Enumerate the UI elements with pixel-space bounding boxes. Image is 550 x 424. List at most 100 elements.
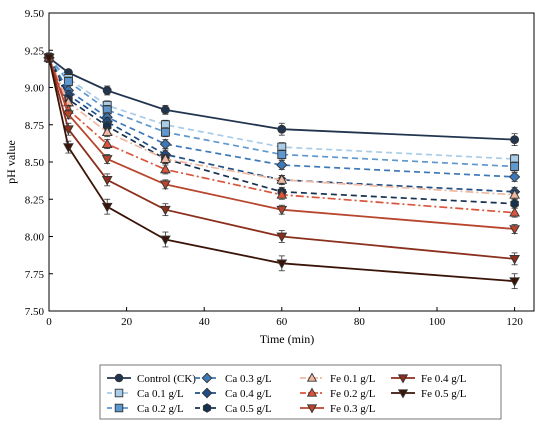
legend-label: Fe 0.1 g/L xyxy=(330,373,376,385)
x-tick-label: 0 xyxy=(46,316,52,328)
legend-item: Ca 0.3 g/L xyxy=(195,372,272,385)
legend-item: Ca 0.5 g/L xyxy=(195,403,272,415)
data-point xyxy=(510,198,519,209)
data-point xyxy=(508,171,521,183)
y-tick-label: 8.50 xyxy=(25,157,45,169)
series-line xyxy=(48,57,515,214)
legend-marker xyxy=(306,372,318,382)
data-point xyxy=(276,174,288,184)
data-point xyxy=(160,163,171,174)
legend-item: Fe 0.3 g/L xyxy=(300,403,376,415)
series-3 xyxy=(44,52,520,172)
x-tick-label: 100 xyxy=(429,316,446,328)
data-point xyxy=(276,259,288,270)
series-line xyxy=(48,57,515,193)
series-8 xyxy=(43,51,520,218)
data-point xyxy=(63,125,74,135)
y-axis-label: pH value xyxy=(4,140,18,184)
legend-marker xyxy=(201,387,213,399)
data-point xyxy=(160,180,171,191)
legend-item: Ca 0.4 g/L xyxy=(195,387,272,400)
y-tick-label: 7.50 xyxy=(25,306,45,318)
legend-marker xyxy=(306,387,318,397)
legend-box xyxy=(99,364,502,420)
legend-item: Fe 0.5 g/L xyxy=(391,388,467,400)
data-point xyxy=(159,138,172,150)
legend-label: Ca 0.3 g/L xyxy=(225,373,272,385)
legend-label: Ca 0.2 g/L xyxy=(137,403,184,415)
x-tick-label: 20 xyxy=(121,316,133,328)
series-line xyxy=(48,57,515,283)
data-point xyxy=(101,138,113,148)
series-line xyxy=(48,57,515,196)
y-tick-label: 8.00 xyxy=(25,232,45,244)
data-point xyxy=(277,150,287,160)
legend-label: Fe 0.2 g/L xyxy=(330,388,376,400)
data-point xyxy=(160,153,171,163)
series-2 xyxy=(44,52,520,164)
y-tick-label: 9.25 xyxy=(25,45,45,57)
data-point xyxy=(276,159,288,171)
series-line xyxy=(48,57,515,230)
data-point xyxy=(509,277,520,287)
legend-label: Control (CK) xyxy=(137,373,196,385)
legend-item: Fe 0.2 g/L xyxy=(300,387,376,400)
data-point xyxy=(160,105,170,115)
x-tick-label: 60 xyxy=(276,316,288,328)
x-tick-label: 80 xyxy=(354,316,366,328)
data-point xyxy=(102,86,112,95)
legend-marker xyxy=(114,373,124,383)
series-line xyxy=(48,57,515,178)
legend-label: Fe 0.4 g/L xyxy=(421,373,467,385)
series-layer xyxy=(43,51,521,290)
data-point xyxy=(509,225,520,235)
data-point xyxy=(509,206,520,217)
data-point xyxy=(276,189,288,199)
plot-frame xyxy=(48,12,535,312)
series-9 xyxy=(43,52,520,235)
y-tick-label: 8.25 xyxy=(25,194,45,206)
data-point xyxy=(277,124,287,134)
legend-marker xyxy=(201,372,213,384)
legend-label: Ca 0.5 g/L xyxy=(225,403,272,415)
legend-item: Fe 0.1 g/L xyxy=(300,372,376,385)
data-point xyxy=(63,143,74,153)
data-point xyxy=(101,126,113,137)
legend: Control (CK) Ca 0.1 g/L Ca 0.2 g/L Ca 0.3 g… xyxy=(99,364,502,420)
series-11 xyxy=(43,52,520,290)
data-point xyxy=(160,127,170,137)
y-tick-label: 8.75 xyxy=(25,120,45,132)
y-tick-label: 9.00 xyxy=(25,83,45,95)
x-axis-label: Time (min) xyxy=(260,332,315,346)
legend-marker xyxy=(202,403,212,413)
legend-marker xyxy=(114,403,124,413)
data-point xyxy=(509,254,520,265)
data-point xyxy=(63,110,74,121)
data-point xyxy=(43,53,55,64)
data-point xyxy=(101,176,113,186)
legend-marker xyxy=(397,374,409,384)
y-tick-label: 7.75 xyxy=(25,269,45,281)
data-point xyxy=(510,135,520,145)
y-tick-label: 9.50 xyxy=(25,8,45,20)
data-point xyxy=(160,205,171,216)
series-line xyxy=(48,57,515,260)
data-point xyxy=(101,155,113,165)
legend-item: Fe 0.4 g/L xyxy=(391,373,467,385)
x-tick-label: 40 xyxy=(199,316,211,328)
legend-item: Ca 0.1 g/L xyxy=(107,388,184,400)
legend-label: Fe 0.3 g/L xyxy=(330,403,376,415)
data-point xyxy=(276,232,288,243)
legend-label: Ca 0.1 g/L xyxy=(137,388,184,400)
axes: 0 20 40 60 80 100 120 7.50 7.75 8.00 8.25 8.50 8.75 9… xyxy=(25,8,535,328)
x-tick-label: 120 xyxy=(506,316,523,328)
data-point xyxy=(276,205,288,216)
legend-marker xyxy=(306,404,318,414)
data-point xyxy=(509,189,520,199)
legend-marker xyxy=(397,389,409,399)
legend-marker xyxy=(114,388,124,398)
data-point xyxy=(160,235,171,246)
legend-label: Fe 0.5 g/L xyxy=(421,388,467,400)
legend-item: Ca 0.2 g/L xyxy=(107,403,184,415)
